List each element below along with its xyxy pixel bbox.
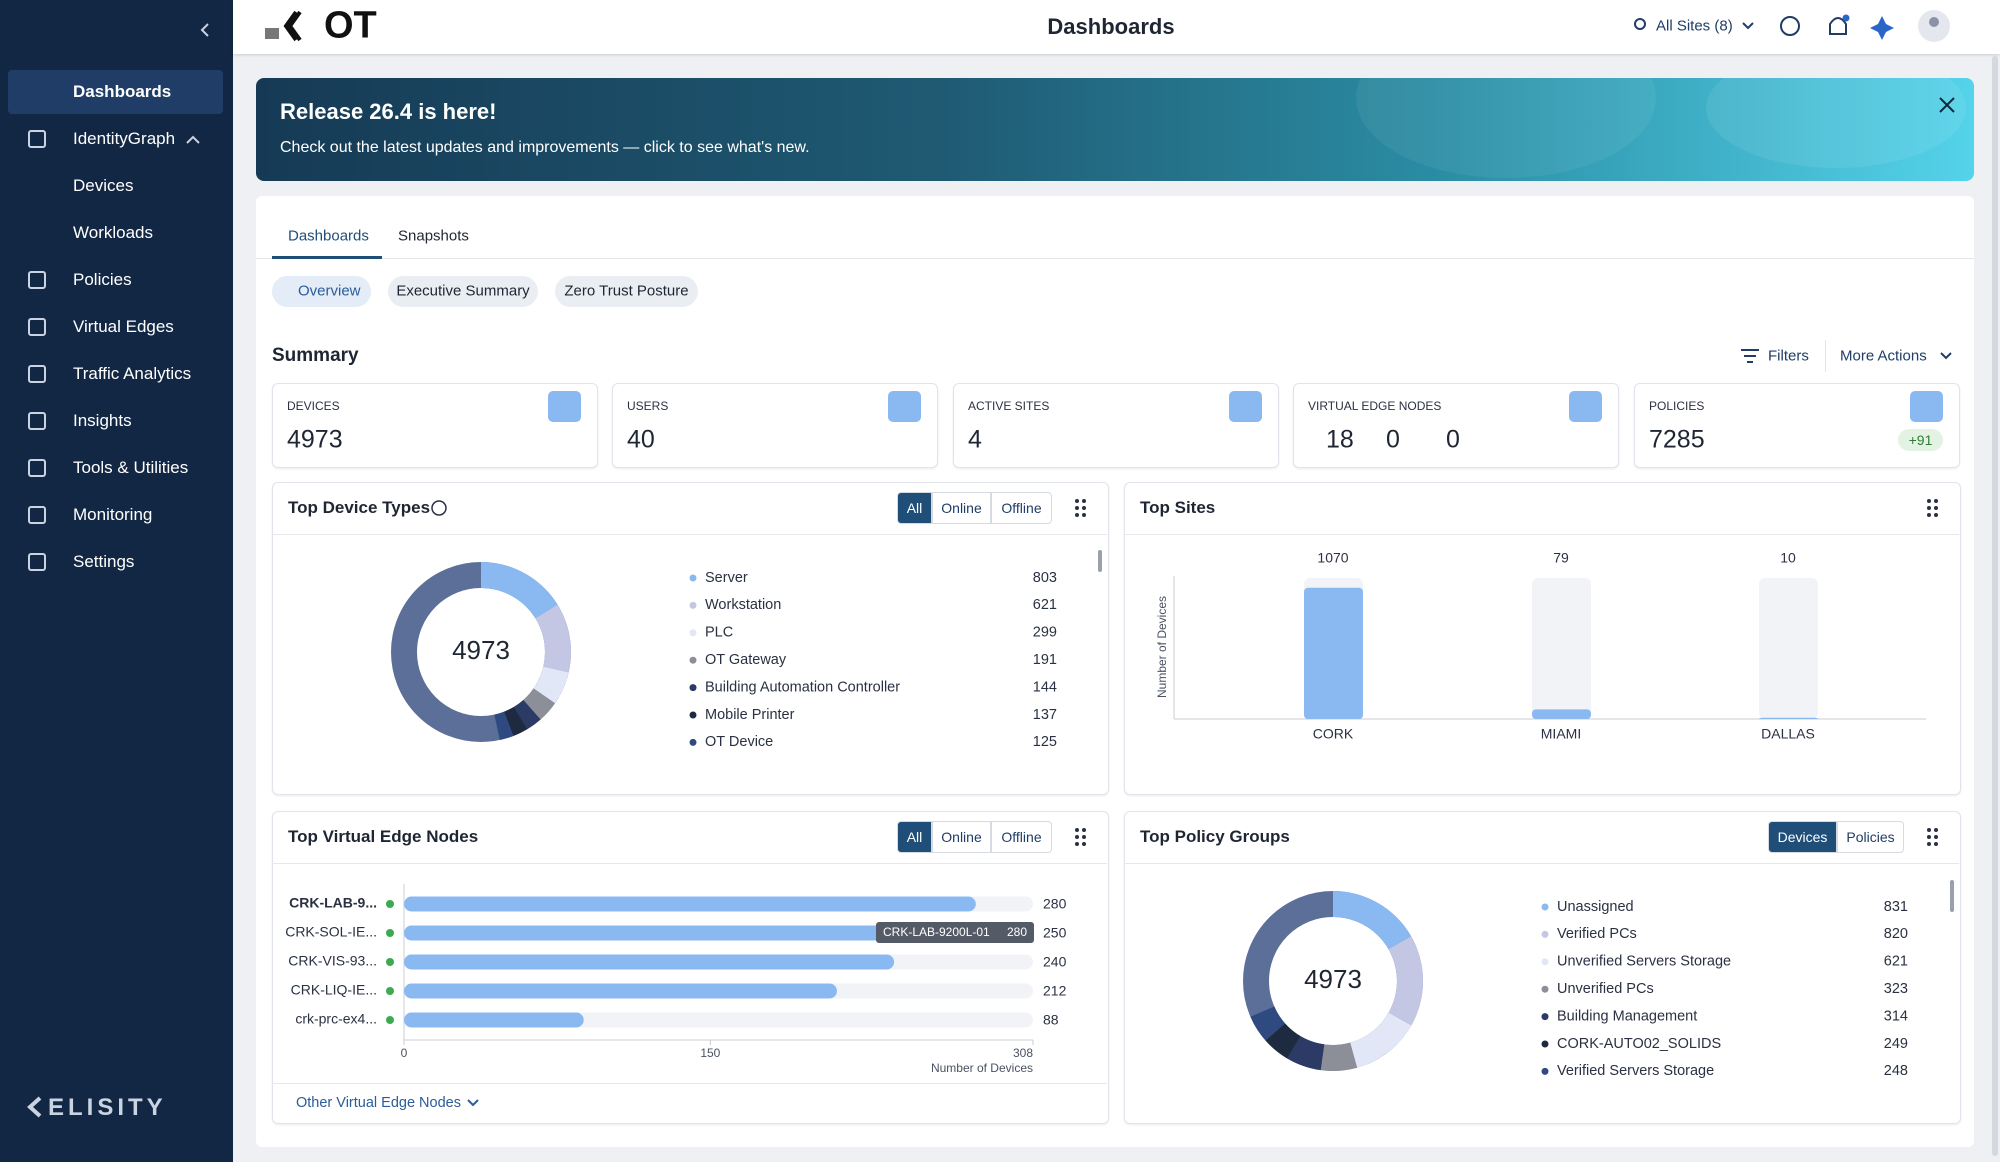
tab[interactable]: Dashboards [288, 227, 369, 245]
section-title: Summary [272, 345, 359, 366]
toggle-label[interactable]: Offline [1001, 500, 1042, 516]
toggle-label[interactable]: Devices [1777, 829, 1828, 845]
footer-divider [272, 1083, 1107, 1084]
card-value: 4973 [287, 425, 343, 454]
widget-divider [272, 863, 1107, 864]
card-icon [1229, 391, 1262, 422]
card-icon [548, 391, 581, 422]
summary-card[interactable] [272, 383, 598, 468]
actions-divider [1825, 340, 1826, 372]
toggle-button[interactable] [932, 492, 991, 524]
card-label: ACTIVE SITES [968, 399, 1050, 413]
card-icon [1569, 391, 1602, 422]
card-value: 0 [1386, 425, 1400, 454]
widget-divider [1124, 863, 1959, 864]
site-selector[interactable]: All Sites (8) [1656, 17, 1733, 35]
widget-title: Top Device Types [288, 498, 431, 517]
widget-panel [1124, 482, 1961, 795]
tab-underline [272, 256, 382, 259]
toggle-button[interactable] [991, 821, 1052, 853]
summary-card[interactable] [1293, 383, 1619, 468]
chip-label[interactable]: Zero Trust Posture [564, 282, 689, 300]
filters-button[interactable]: Filters [1768, 347, 1809, 365]
widget-title: Top Sites [1140, 498, 1216, 517]
tab-divider [256, 258, 1974, 259]
nav-item[interactable]: IdentityGraph [73, 129, 176, 148]
nav-subitem[interactable]: Devices [73, 176, 134, 195]
toggle-label[interactable]: Online [941, 829, 982, 845]
nav-item[interactable]: Virtual Edges [73, 317, 174, 336]
card-value: 7285 [1649, 425, 1705, 454]
tab[interactable]: Snapshots [398, 227, 469, 245]
nav-item[interactable]: Traffic Analytics [73, 364, 192, 383]
card-value: 18 [1326, 425, 1354, 454]
more-actions[interactable]: More Actions [1840, 347, 1927, 365]
nav-item[interactable]: Dashboards [73, 82, 172, 101]
footer-link[interactable]: Other Virtual Edge Nodes [296, 1095, 461, 1111]
nav-item[interactable]: Settings [73, 552, 135, 571]
toggle-label[interactable]: Policies [1846, 829, 1895, 845]
toggle-label[interactable]: Online [941, 500, 982, 516]
summary-card[interactable] [612, 383, 938, 468]
widget-divider [1124, 534, 1959, 535]
banner-decor [1706, 78, 1966, 168]
card-value: 0 [1446, 425, 1460, 454]
nav-active [8, 70, 223, 114]
toggle-button[interactable] [897, 492, 932, 524]
widget-divider [272, 534, 1107, 535]
widget-panel [272, 482, 1109, 795]
widget-panel [1124, 811, 1961, 1124]
toggle-label[interactable]: All [906, 500, 923, 516]
card-badge [1898, 429, 1943, 451]
nav-item[interactable]: Tools & Utilities [73, 458, 189, 477]
chip[interactable] [388, 276, 538, 307]
widget-title: Top Virtual Edge Nodes [288, 827, 479, 846]
banner-title[interactable]: Release 26.4 is here! [280, 99, 497, 124]
card-badge-text: +91 [1908, 432, 1933, 448]
card-value: 4 [968, 425, 982, 454]
nav-item[interactable]: Policies [73, 270, 132, 289]
card-label: USERS [627, 399, 669, 413]
widget-title: Top Policy Groups [1140, 827, 1290, 846]
toggle-button[interactable] [897, 821, 932, 853]
banner[interactable] [256, 78, 1974, 181]
logo: OT [324, 4, 377, 47]
card-value: 40 [627, 425, 655, 454]
header-bar [233, 0, 2000, 54]
scrollbar[interactable] [1992, 56, 1998, 1156]
sidebar [0, 0, 233, 1162]
card-icon [1910, 391, 1943, 422]
summary-card[interactable] [1634, 383, 1960, 468]
nav-subitem[interactable]: Workloads [73, 223, 153, 242]
toggle-button[interactable] [932, 821, 991, 853]
page-title: Dashboards [1047, 14, 1175, 39]
card-label: DEVICES [287, 399, 340, 413]
banner-decor [1356, 78, 1656, 178]
chip[interactable] [272, 276, 371, 307]
chip-label[interactable]: Overview [298, 282, 361, 300]
banner-text[interactable]: Check out the latest updates and improve… [280, 139, 810, 156]
toggle-button[interactable] [1768, 821, 1837, 853]
summary-card[interactable] [953, 383, 1279, 468]
toggle-button[interactable] [991, 492, 1052, 524]
nav-item[interactable]: Insights [73, 411, 132, 430]
card-label: VIRTUAL EDGE NODES [1308, 399, 1442, 413]
toggle-button[interactable] [1837, 821, 1904, 853]
card-icon [888, 391, 921, 422]
chip-label[interactable]: Executive Summary [396, 282, 530, 300]
brand: ELISITY [48, 1094, 167, 1121]
widget-panel [272, 811, 1109, 1124]
toggle-label[interactable]: Offline [1001, 829, 1042, 845]
nav-item[interactable]: Monitoring [73, 505, 153, 524]
toggle-label[interactable]: All [906, 829, 923, 845]
card-label: POLICIES [1649, 399, 1705, 413]
chip[interactable] [555, 276, 698, 307]
